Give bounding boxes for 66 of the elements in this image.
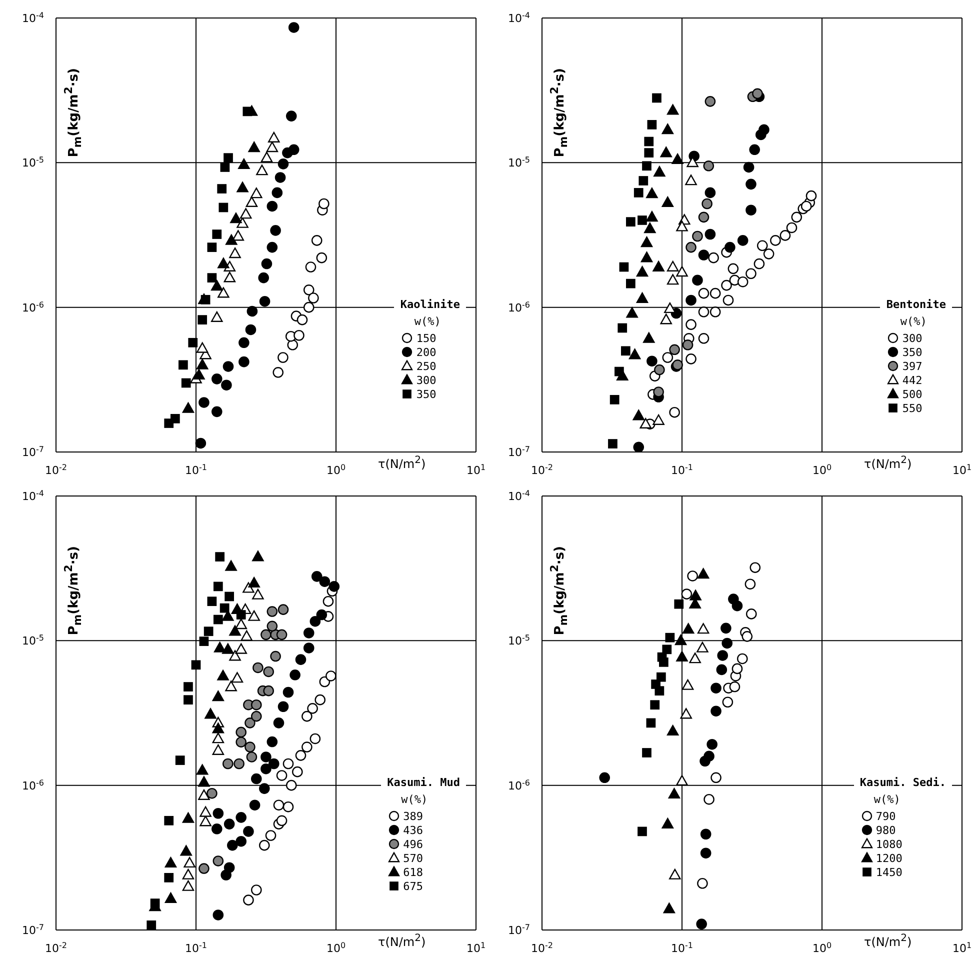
x-tick-label: 10$^{1}$: [466, 940, 486, 955]
legend-title: w(%): [414, 315, 442, 328]
legend-label: 200: [416, 346, 436, 358]
legend-label: 1080: [876, 838, 902, 850]
y-tick-label: 10$^{-7}$: [22, 922, 44, 937]
x-tick-label: 10$^{0}$: [812, 940, 832, 955]
legend-label: 300: [902, 332, 922, 344]
y-tick-label: 10$^{-6}$: [22, 778, 44, 792]
legend-title: w(%): [874, 793, 902, 806]
legend-label: 570: [403, 852, 424, 864]
text: Kasumi. Sedi.: [860, 776, 946, 789]
x-axis-title: τ(N/m$^{2}$): [378, 933, 426, 949]
legend-label: 550: [902, 402, 922, 414]
legend-label: 1200: [876, 852, 902, 864]
x-tick-label: 10$^{1}$: [952, 940, 972, 955]
legend-label: 300: [416, 374, 436, 386]
legend-label: 496: [403, 838, 424, 850]
text: Kasumi. Mud: [387, 776, 460, 789]
y-tick-label: 10$^{-4}$: [508, 10, 530, 25]
legend-label: 350: [416, 388, 436, 400]
x-tick-label: 10$^{-1}$: [671, 940, 693, 955]
legend-label: 442: [902, 374, 922, 386]
x-tick-label: 10$^{-2}$: [45, 462, 67, 477]
legend-label: 250: [416, 360, 436, 372]
legend-label: 618: [403, 866, 424, 878]
y-tick-label: 10$^{-5}$: [508, 633, 530, 648]
x-tick-label: 10$^{-1}$: [185, 462, 207, 477]
legend-label: 500: [902, 388, 922, 400]
y-tick-label: 10$^{-5}$: [22, 155, 44, 170]
x-tick-label: 10$^{0}$: [326, 940, 346, 955]
legend-label: 350: [902, 346, 922, 358]
text: Kaolinite: [400, 298, 460, 311]
x-tick-label: 10$^{1}$: [952, 462, 972, 477]
x-tick-label: 10$^{0}$: [326, 462, 346, 477]
legend-label: 436: [403, 824, 424, 836]
legend-title: w(%): [401, 793, 429, 806]
y-tick-label: 10$^{-4}$: [22, 488, 44, 503]
x-axis-title: τ(N/m$^{2}$): [864, 933, 912, 949]
legend-label: 980: [876, 824, 896, 836]
x-tick-label: 10$^{-2}$: [531, 940, 553, 955]
y-tick-label: 10$^{-7}$: [508, 444, 530, 459]
x-tick-label: 10$^{-2}$: [45, 940, 67, 955]
legend-label: 389: [403, 810, 424, 822]
legend-label: 1450: [876, 866, 902, 878]
x-axis-title: τ(N/m$^{2}$): [378, 455, 426, 471]
x-tick-label: 10$^{0}$: [812, 462, 832, 477]
y-tick-label: 10$^{-7}$: [22, 444, 44, 459]
x-tick-label: 10$^{-1}$: [671, 462, 693, 477]
text: Bentonite: [886, 298, 946, 311]
legend-title: w(%): [900, 315, 928, 328]
x-tick-label: 10$^{-1}$: [185, 940, 207, 955]
legend-label: 790: [876, 810, 896, 822]
x-axis-title: τ(N/m$^{2}$): [864, 455, 912, 471]
legend-label: 150: [416, 332, 436, 344]
y-tick-label: 10$^{-6}$: [22, 300, 44, 314]
y-tick-label: 10$^{-4}$: [22, 10, 44, 25]
x-tick-label: 10$^{1}$: [466, 462, 486, 477]
y-tick-label: 10$^{-4}$: [508, 488, 530, 503]
y-tick-label: 10$^{-5}$: [508, 155, 530, 170]
legend-label: 397: [902, 360, 922, 372]
y-tick-label: 10$^{-5}$: [22, 633, 44, 648]
y-tick-label: 10$^{-6}$: [508, 300, 530, 314]
legend-label: 675: [403, 880, 424, 892]
x-tick-label: 10$^{-2}$: [531, 462, 553, 477]
y-tick-label: 10$^{-6}$: [508, 778, 530, 792]
y-tick-label: 10$^{-7}$: [508, 922, 530, 937]
